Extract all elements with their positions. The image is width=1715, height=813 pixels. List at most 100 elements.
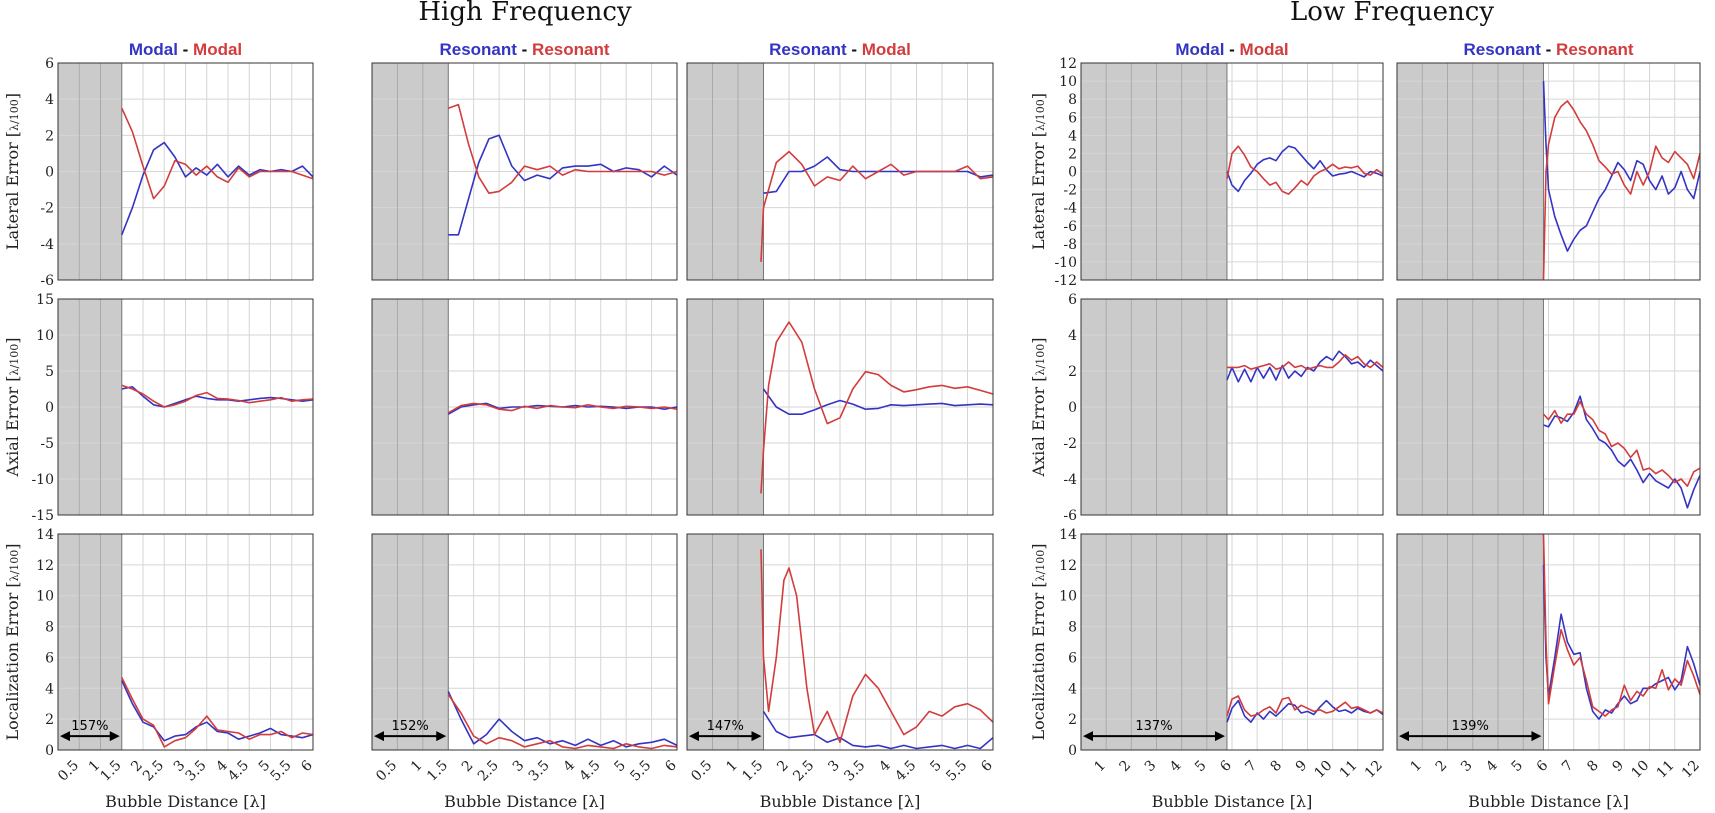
x-tick-label: 6 xyxy=(978,757,996,775)
panel-title-part: - xyxy=(847,40,862,59)
y-tick-label: -12 xyxy=(1054,273,1077,289)
y-tick-label: 0 xyxy=(1068,165,1077,181)
annotation-arrowhead-right xyxy=(1214,731,1225,742)
x-tick-label: 0.5 xyxy=(55,758,82,785)
x-tick-label: 2 xyxy=(459,758,477,776)
y-tick-label: 8 xyxy=(45,620,54,636)
axes-frame xyxy=(371,62,678,281)
x-tick-label: 11 xyxy=(1654,758,1678,782)
y-axis-label-close: ] xyxy=(1029,543,1048,549)
x-axis-label: Bubble Distance [λ] xyxy=(760,792,921,811)
panel-title: Modal - Modal xyxy=(129,40,242,59)
panel-title: Resonant - Resonant xyxy=(439,40,609,59)
series-line-red xyxy=(1542,400,1701,488)
subplot: -6 -4 -2 0 2 4 6 Lateral Error [λ/100] xyxy=(3,56,314,289)
y-tick-label: 2 xyxy=(1068,712,1077,728)
y-tick-label: 10 xyxy=(36,589,54,605)
y-tick-label: 4 xyxy=(1068,681,1077,697)
x-tick-label: 5.5 xyxy=(268,758,295,785)
subplot: 0.5 11.5 22.5 33.5 44.5 55.5 6 Bubble Distance … xyxy=(686,533,996,811)
annotation-arrowhead-left xyxy=(689,731,699,742)
y-tick-label: 0 xyxy=(45,743,54,759)
x-tick-label: 2.5 xyxy=(790,758,817,785)
x-tick-label: 4 xyxy=(1167,757,1185,775)
series-line-red xyxy=(1226,695,1384,717)
panel-title-part: Resonant xyxy=(1463,40,1541,59)
y-tick-label: -2 xyxy=(1063,436,1077,452)
panel-column-3: Resonant - Modal 0.5 11.5 22.5 33.5 44.5 55.5 6… xyxy=(686,40,996,811)
series-line-blue xyxy=(1542,564,1701,720)
y-tick-label: 0 xyxy=(45,165,54,181)
subplot: -15 -10 -5 0 5 10 15 Axial Error [λ/100] xyxy=(3,292,314,524)
y-axis-label-text: Lateral Error [ xyxy=(3,131,22,250)
panel-column-4: Modal - Modal-12-10-8-6-4-2024681012Late… xyxy=(1029,40,1386,811)
y-axis-label-close: ] xyxy=(3,338,22,344)
x-tick-label: 4 xyxy=(876,757,894,775)
axes-frame xyxy=(371,533,678,751)
axes-frame xyxy=(1080,298,1384,516)
y-tick-label: 6 xyxy=(45,650,54,666)
subplot xyxy=(371,298,678,516)
panel-column-2: Resonant - Resonant 0.5 11.5 22.5 33.5 44.5 55… xyxy=(371,40,680,811)
series-line-blue xyxy=(762,710,994,750)
series-line-red xyxy=(760,150,994,262)
series-line-red xyxy=(448,103,678,194)
x-tick-label: 3 xyxy=(1142,758,1160,776)
panel-title-part: - xyxy=(178,40,193,59)
y-tick-label: 0 xyxy=(1068,400,1077,416)
x-tick-label: 4.5 xyxy=(892,758,919,785)
x-tick-label: 1.5 xyxy=(98,758,125,785)
annotation-percent-label: 157% xyxy=(71,719,108,734)
annotation-percent-label: 137% xyxy=(1135,719,1172,734)
y-axis-label-text: Localization Error [ xyxy=(1029,581,1048,740)
axes-frame xyxy=(1080,533,1384,751)
x-tick-label: 6 xyxy=(298,757,316,775)
x-axis-label: Bubble Distance [λ] xyxy=(1468,792,1629,811)
x-tick-label: 3 xyxy=(510,758,528,776)
high-frequency-title: High Frequency xyxy=(418,0,632,27)
axes-frame xyxy=(57,62,314,281)
series-line-blue xyxy=(1226,145,1384,193)
subplot xyxy=(686,298,994,516)
y-axis-label: Lateral Error [λ/100] xyxy=(1029,93,1048,250)
annotation-arrowhead-left xyxy=(374,731,384,742)
y-axis-label-text: Axial Error [ xyxy=(1029,375,1048,477)
y-tick-label: 0 xyxy=(45,400,54,416)
axes-frame xyxy=(686,62,994,281)
y-tick-label: 4 xyxy=(1068,128,1077,144)
x-tick-label: 3.5 xyxy=(526,758,553,785)
x-tick-label: 1 xyxy=(1407,758,1425,776)
y-tick-label: 12 xyxy=(1059,558,1077,574)
axes-frame xyxy=(57,298,314,516)
axes-frame xyxy=(686,533,994,751)
y-tick-label: 14 xyxy=(1059,527,1077,543)
annotation-arrowhead-left xyxy=(60,731,70,742)
y-axis-label-unit: λ/100 xyxy=(1034,344,1047,376)
series-line-red xyxy=(121,384,314,408)
y-tick-label: 4 xyxy=(45,92,54,108)
y-tick-label: -6 xyxy=(1063,219,1077,235)
series-line-blue xyxy=(121,141,314,236)
axes-frame xyxy=(1396,62,1701,281)
panel-title-part: Modal xyxy=(862,40,911,59)
series-line-red xyxy=(121,677,314,748)
series-line-blue xyxy=(447,691,678,748)
x-tick-label: 0.5 xyxy=(373,758,400,785)
x-tick-label: 3.5 xyxy=(841,758,868,785)
annotation-arrowhead-right xyxy=(109,731,120,742)
y-tick-label: 10 xyxy=(36,328,54,344)
y-tick-label: 5 xyxy=(45,364,54,380)
y-axis-label-unit: λ/100 xyxy=(8,550,21,582)
x-tick-label: 7 xyxy=(1559,758,1577,776)
y-axis-label-unit: λ/100 xyxy=(8,99,21,131)
y-tick-label: -6 xyxy=(40,273,54,289)
axes-frame xyxy=(57,533,314,751)
x-tick-label: 9 xyxy=(1609,758,1627,776)
panel-title-part: Resonant xyxy=(532,40,610,59)
y-tick-label: -10 xyxy=(31,472,54,488)
series-line-blue xyxy=(1542,81,1701,252)
annotation-arrowhead-left xyxy=(1083,731,1093,742)
x-tick-label: 9 xyxy=(1293,758,1311,776)
